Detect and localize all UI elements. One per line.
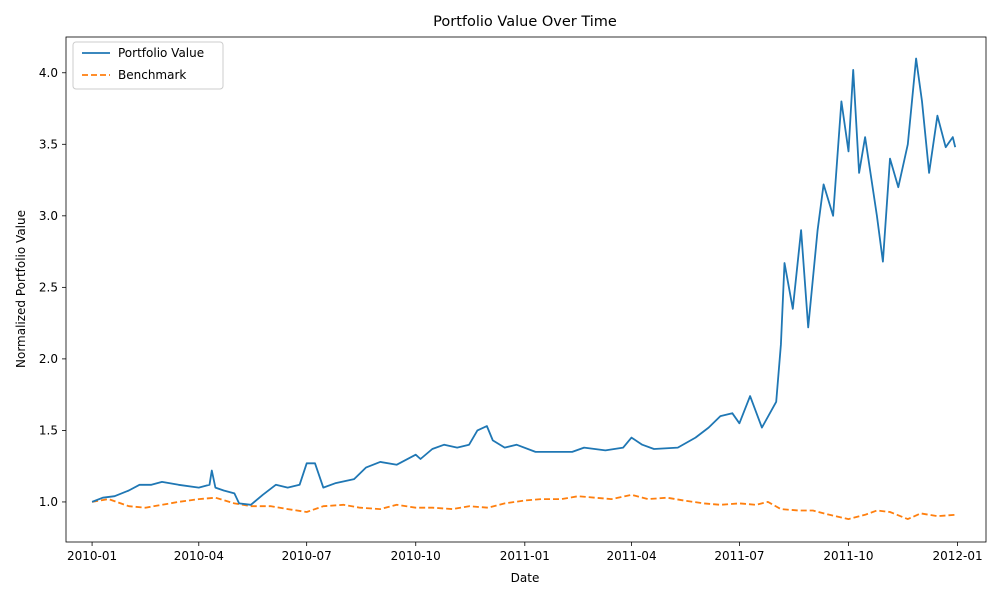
y-tick-label: 2.5	[39, 280, 58, 294]
plot-frame	[65, 36, 987, 543]
series-layer	[91, 57, 957, 520]
x-tick-label: 2012-01	[932, 549, 982, 563]
y-tick-label: 4.0	[39, 66, 58, 80]
y-tick-label: 1.5	[39, 423, 58, 437]
legend-box	[72, 41, 224, 90]
y-tick-label: 3.0	[39, 209, 58, 223]
x-tick-label: 2010-04	[174, 549, 224, 563]
x-tick-label: 2010-10	[391, 549, 441, 563]
y-axis-title: Normalized Portfolio Value	[14, 210, 28, 368]
x-tick-label: 2010-01	[67, 549, 117, 563]
x-axis: 2010-01 2010-04 2010-07 2010-10 2011-01 2011-…	[67, 542, 983, 563]
y-tick-label: 3.5	[39, 137, 58, 151]
series-line-benchmark	[91, 493, 956, 520]
y-tick-label: 2.0	[39, 352, 58, 366]
y-axis: 1.0 1.5 2.0 2.5 3.0 3.5 4.0	[39, 66, 66, 509]
x-tick-label: 2011-01	[500, 549, 550, 563]
y-tick-label: 1.0	[39, 495, 58, 509]
x-tick-label: 2011-07	[714, 549, 764, 563]
x-axis-title: Date	[511, 571, 540, 585]
series-line-portfolio-value	[91, 57, 957, 506]
chart-title: Portfolio Value Over Time	[433, 14, 617, 30]
x-tick-label: 2010-07	[282, 549, 332, 563]
x-tick-label: 2011-04	[606, 549, 656, 563]
legend: Portfolio Value Benchmark	[72, 41, 224, 90]
legend-label-benchmark: Benchmark	[118, 68, 186, 82]
legend-label-portfolio: Portfolio Value	[118, 46, 204, 60]
x-tick-label: 2011-10	[823, 549, 873, 563]
